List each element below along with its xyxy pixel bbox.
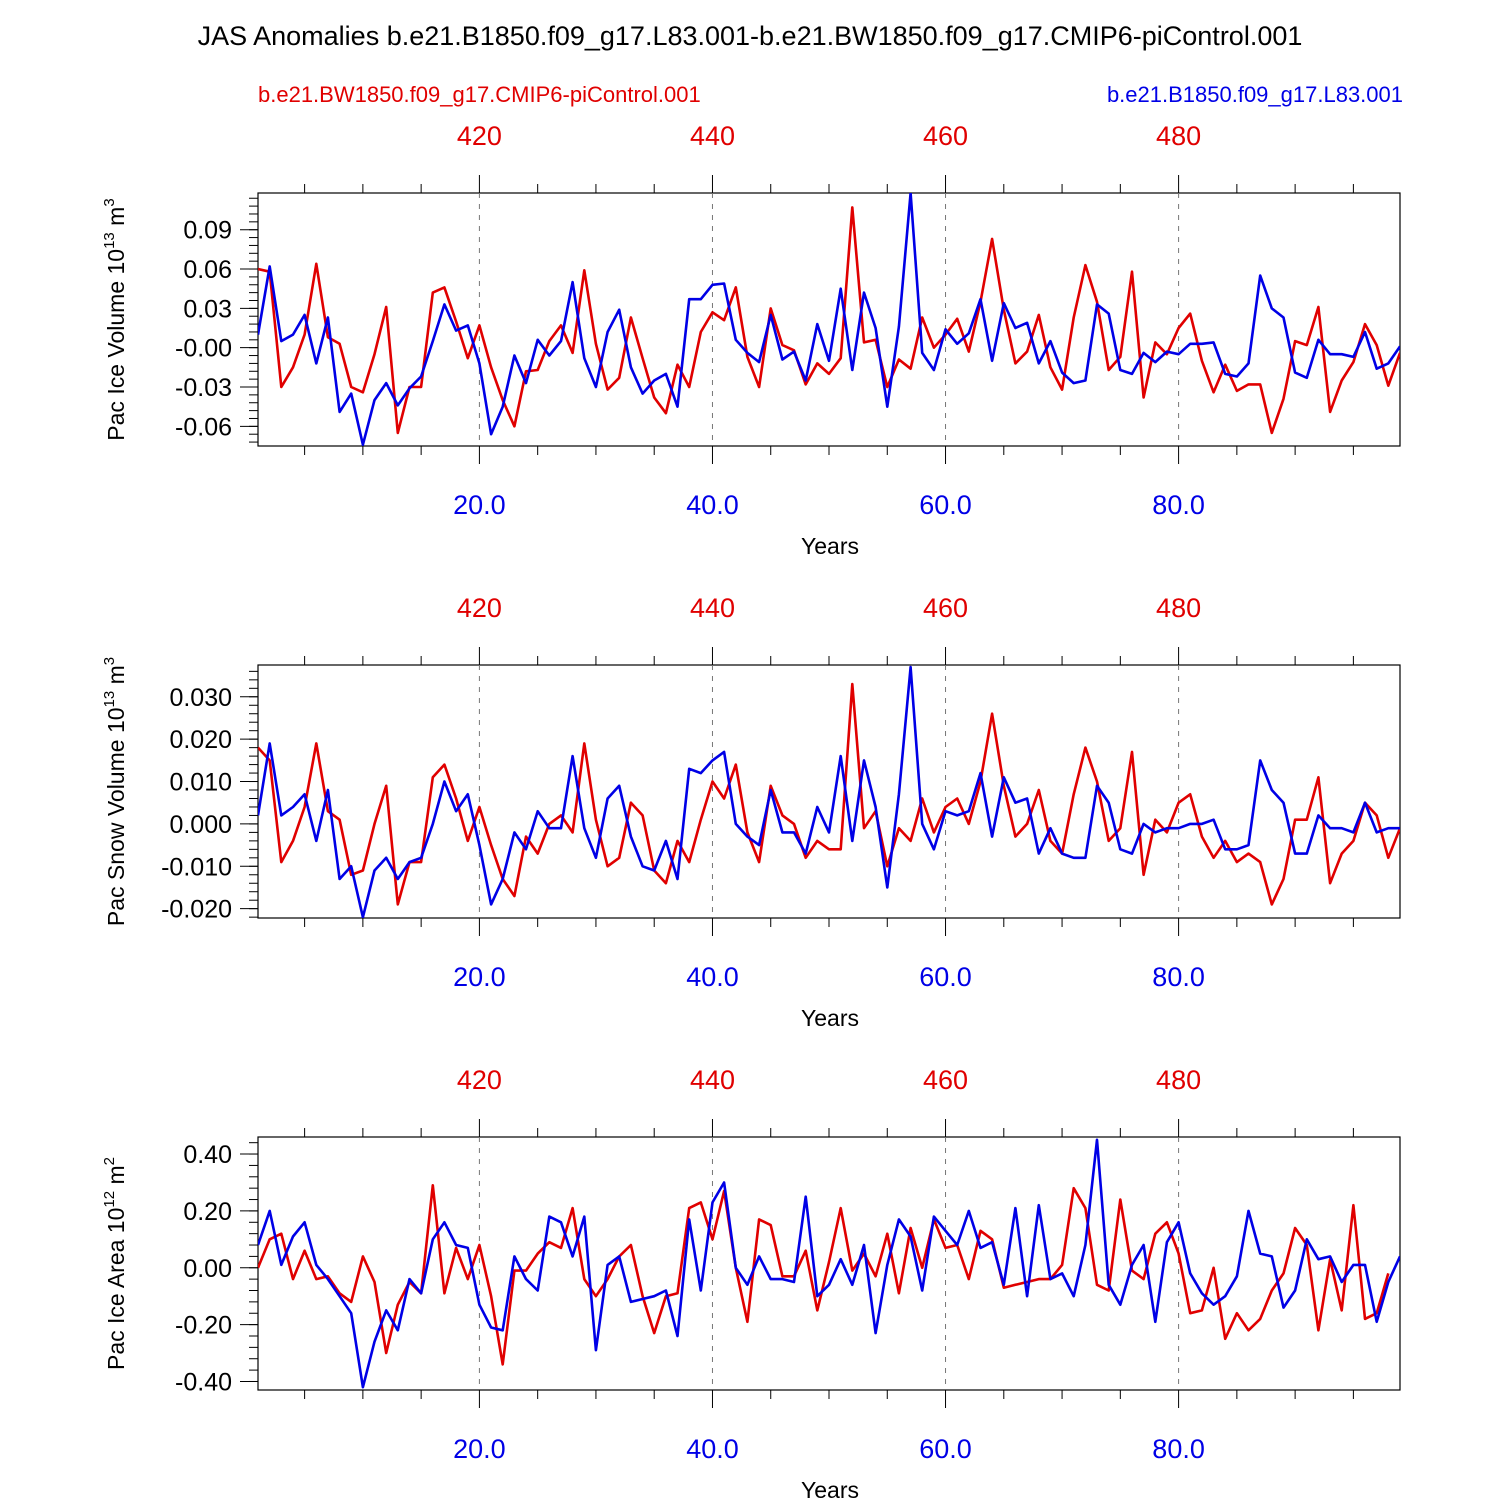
legend-label-case2: b.e21.B1850.f09_g17.L83.001	[1107, 82, 1403, 107]
ice-volume-x-tick-label: 20.0	[453, 490, 506, 520]
ice-area-x-axis-label: Years	[801, 1477, 859, 1500]
ice-area-top-x-tick-label: 420	[457, 1065, 502, 1095]
snow-volume-series-line-case2	[258, 665, 1400, 918]
snow-volume-y-tick-label: 0.030	[169, 684, 232, 712]
ice-volume-series-line-case2	[258, 193, 1400, 446]
snow-volume-x-tick-label: 40.0	[686, 962, 739, 992]
ice-area-top-x-tick-label: 460	[923, 1065, 968, 1095]
chart-title: JAS Anomalies b.e21.B1850.f09_g17.L83.00…	[198, 21, 1303, 51]
ice-volume-y-tick-label: -0.03	[175, 374, 232, 402]
ice-volume-x-tick-label: 80.0	[1152, 490, 1205, 520]
snow-volume-x-tick-label: 60.0	[919, 962, 972, 992]
snow-volume-top-x-tick-label: 480	[1156, 593, 1201, 623]
ice-area-x-tick-label: 20.0	[453, 1434, 506, 1464]
ice-volume-top-x-tick-label: 440	[690, 121, 735, 151]
snow-volume-panel: -0.020 -0.010 0.000 0.010 0.020 0.030 20.0 40.0…	[101, 593, 1401, 1031]
snow-volume-y-tick-label: 0.000	[169, 811, 232, 839]
snow-volume-y-tick-label: 0.010	[169, 769, 232, 797]
ice-volume-top-x-tick-label: 420	[457, 121, 502, 151]
snow-volume-y-axis-label: Pac Snow Volume 1013 m3	[101, 657, 129, 926]
ice-volume-x-axis-label: Years	[801, 533, 859, 559]
ice-area-top-x-tick-label: 480	[1156, 1065, 1201, 1095]
ice-volume-y-tick-label: -0.06	[175, 413, 232, 441]
snow-volume-y-tick-label: -0.010	[161, 853, 232, 881]
ice-area-y-tick-label: -0.20	[175, 1312, 232, 1340]
ice-area-panel: -0.40 -0.20 0.00 0.20 0.40 20.0 40.0 60.0 80.0 42…	[101, 1065, 1401, 1500]
ice-area-x-tick-label: 40.0	[686, 1434, 739, 1464]
ice-area-top-x-tick-label: 440	[690, 1065, 735, 1095]
ice-volume-top-x-tick-label: 480	[1156, 121, 1201, 151]
ice-volume-series-line-case1	[258, 206, 1400, 435]
ice-area-series-line-case1	[258, 1184, 1390, 1366]
snow-volume-x-axis-label: Years	[801, 1005, 859, 1031]
snow-volume-top-x-tick-label: 420	[457, 593, 502, 623]
panels-group: -0.06 -0.03 -0.00 0.03 0.06 0.09 20.0 40.0 60.0 8…	[101, 121, 1401, 1500]
snow-volume-y-tick-label: 0.020	[169, 726, 232, 754]
ice-area-y-tick-label: -0.40	[175, 1368, 232, 1396]
ice-area-x-tick-label: 80.0	[1152, 1434, 1205, 1464]
snow-volume-top-x-tick-label: 440	[690, 593, 735, 623]
ice-volume-y-tick-label: 0.09	[183, 217, 232, 245]
snow-volume-x-tick-label: 80.0	[1152, 962, 1205, 992]
legend-label-case1: b.e21.BW1850.f09_g17.CMIP6-piControl.001	[258, 82, 701, 107]
ice-volume-y-axis-label: Pac Ice Volume 1013 m3	[101, 198, 129, 440]
ice-area-y-tick-label: 0.00	[183, 1255, 232, 1283]
ice-area-y-tick-label: 0.20	[183, 1198, 232, 1226]
ice-volume-panel: -0.06 -0.03 -0.00 0.03 0.06 0.09 20.0 40.0 60.0 8…	[101, 121, 1401, 559]
snow-volume-y-tick-label: -0.020	[161, 896, 232, 924]
ice-area-y-axis-label: Pac Ice Area 1012 m2	[101, 1157, 129, 1370]
snow-volume-x-tick-label: 20.0	[453, 962, 506, 992]
ice-volume-x-tick-label: 60.0	[919, 490, 972, 520]
ice-volume-y-tick-label: -0.00	[175, 335, 232, 363]
snow-volume-top-x-tick-label: 460	[923, 593, 968, 623]
ice-volume-y-tick-label: 0.06	[183, 256, 232, 284]
ice-volume-x-tick-label: 40.0	[686, 490, 739, 520]
ice-area-y-tick-label: 0.40	[183, 1141, 232, 1169]
ice-volume-top-x-tick-label: 460	[923, 121, 968, 151]
ice-volume-y-tick-label: 0.03	[183, 295, 232, 323]
ice-area-x-tick-label: 60.0	[919, 1434, 972, 1464]
snow-volume-series-line-case1	[258, 682, 1400, 906]
ice-area-series-line-case2	[258, 1138, 1400, 1389]
snow-volume-plot-frame	[257, 664, 1401, 919]
